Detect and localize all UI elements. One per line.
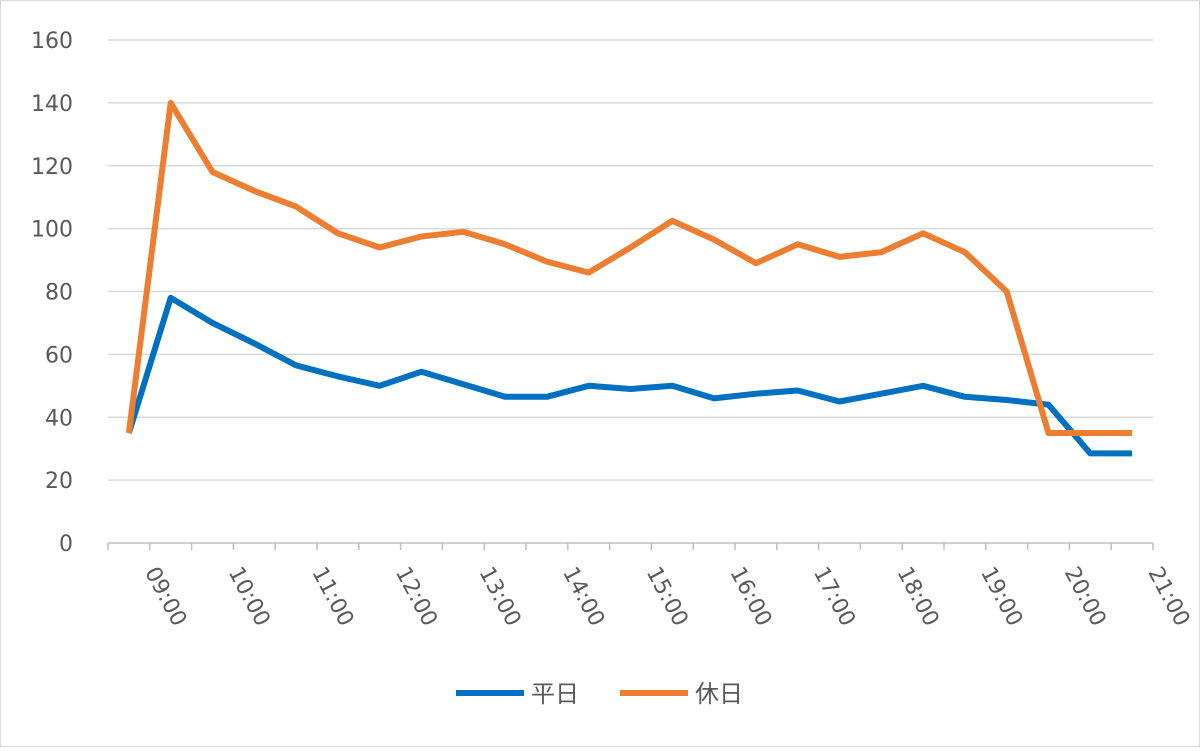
x-tick-label: 12:00 bbox=[390, 563, 442, 631]
y-axis: 0 20 40 60 80 100 120 140 160 bbox=[31, 29, 73, 557]
y-tick-label: 40 bbox=[45, 406, 73, 431]
legend: 平日 休日 bbox=[456, 680, 743, 708]
y-tick-label: 100 bbox=[31, 218, 73, 243]
x-tick-label: 21:00 bbox=[1142, 563, 1194, 631]
series-lines bbox=[129, 103, 1132, 454]
x-tick-label: 13:00 bbox=[474, 563, 526, 631]
gridlines bbox=[108, 40, 1153, 480]
x-tick-label: 17:00 bbox=[808, 563, 860, 631]
series-line-1 bbox=[129, 298, 1132, 454]
x-tick-label: 18:00 bbox=[892, 563, 944, 631]
x-tick-label: 15:00 bbox=[641, 563, 693, 631]
y-tick-label: 0 bbox=[59, 532, 73, 557]
y-tick-label: 120 bbox=[31, 155, 73, 180]
x-axis: 09:00 10:00 11:00 12:00 13:00 14:00 15:00 16:00… bbox=[108, 543, 1194, 631]
series-line-2 bbox=[129, 103, 1132, 433]
x-tick-label: 14:00 bbox=[557, 563, 609, 631]
x-tick-label: 10:00 bbox=[223, 563, 275, 631]
x-tick-label: 20:00 bbox=[1059, 563, 1111, 631]
legend-label-1: 平日 bbox=[531, 680, 579, 708]
y-tick-label: 160 bbox=[31, 29, 73, 54]
x-tick-label: 16:00 bbox=[724, 563, 776, 631]
y-tick-label: 140 bbox=[31, 92, 73, 117]
y-tick-label: 20 bbox=[45, 469, 73, 494]
x-tick-label: 11:00 bbox=[306, 563, 358, 631]
x-tick-label: 19:00 bbox=[975, 563, 1027, 631]
legend-label-2: 休日 bbox=[695, 680, 743, 708]
y-tick-label: 60 bbox=[45, 343, 73, 368]
y-tick-label: 80 bbox=[45, 281, 73, 306]
x-tick-label: 09:00 bbox=[139, 563, 191, 631]
